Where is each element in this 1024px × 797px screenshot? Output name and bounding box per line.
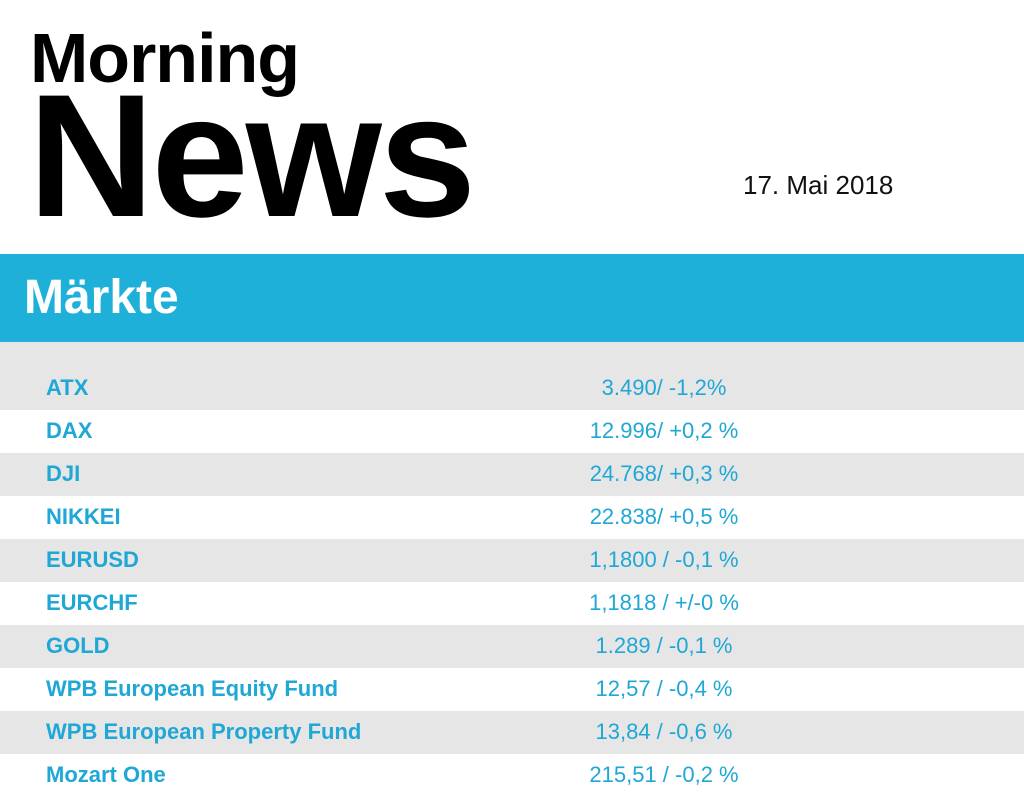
- market-value: 1.289 / -0,1 %: [595, 633, 733, 658]
- market-value: 12.996/ +0,2 %: [589, 418, 739, 443]
- market-name: EURUSD: [46, 547, 139, 572]
- market-value: 24.768/ +0,3 %: [589, 461, 739, 486]
- market-row: EURCHF 1,1818 / +/-0 %: [0, 582, 1024, 625]
- market-row: GOLD 1.289 / -0,1 %: [0, 625, 1024, 668]
- market-name: WPB European Equity Fund: [46, 676, 339, 701]
- market-row: DAX 12.996/ +0,2 %: [0, 410, 1024, 453]
- market-value: 13,84 / -0,6 %: [595, 719, 733, 744]
- market-value: 215,51 / -0,2 %: [589, 762, 739, 787]
- market-name: WPB European Property Fund: [46, 719, 362, 744]
- market-row: EURUSD 1,1800 / -0,1 %: [0, 539, 1024, 582]
- market-value: 1,1800 / -0,1 %: [589, 547, 739, 572]
- market-name: DAX: [46, 418, 93, 443]
- market-name: Mozart One: [46, 762, 166, 787]
- market-row: ATX 3.490/ -1,2%: [0, 342, 1024, 410]
- market-row: WPB European Property Fund 13,84 / -0,6 …: [0, 711, 1024, 754]
- market-row: DJI 24.768/ +0,3 %: [0, 453, 1024, 496]
- market-name: NIKKEI: [46, 504, 121, 529]
- market-row: WPB European Equity Fund 12,57 / -0,4 %: [0, 668, 1024, 711]
- market-value: 1,1818 / +/-0 %: [589, 590, 739, 615]
- market-name: GOLD: [46, 633, 110, 658]
- market-name: ATX: [46, 375, 89, 400]
- market-table: ATX 3.490/ -1,2% DAX 12.996/ +0,2 % DJI …: [0, 342, 1024, 797]
- issue-date: 17. Mai 2018: [743, 170, 894, 200]
- section-title: Märkte: [24, 271, 179, 324]
- market-value: 12,57 / -0,4 %: [595, 676, 733, 701]
- title-morning: Morning: [30, 19, 300, 97]
- market-name: DJI: [46, 461, 81, 486]
- market-value: 22.838/ +0,5 %: [589, 504, 739, 529]
- market-value: 3.490/ -1,2%: [601, 375, 727, 400]
- market-name: EURCHF: [46, 590, 138, 615]
- market-row: Mozart One 215,51 / -0,2 %: [0, 754, 1024, 797]
- title-news: News: [28, 59, 476, 254]
- section-banner: Märkte: [0, 254, 1024, 342]
- market-row: NIKKEI 22.838/ +0,5 %: [0, 496, 1024, 539]
